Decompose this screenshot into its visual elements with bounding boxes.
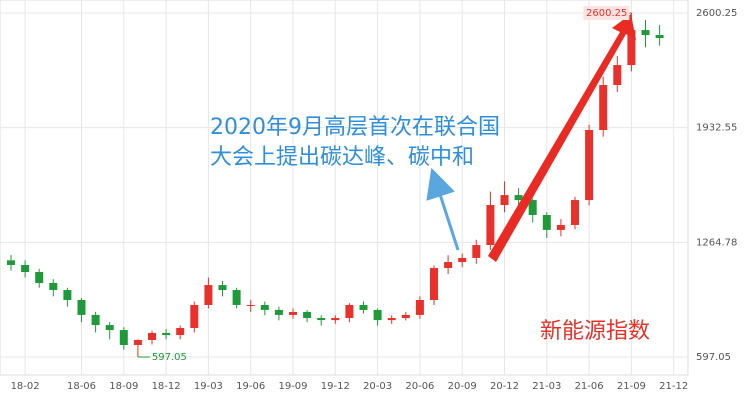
y-tick-label: 2600.25 — [696, 8, 737, 19]
candle-body — [232, 290, 241, 305]
candle-body — [204, 285, 213, 305]
low-label: 597.05 — [152, 352, 187, 363]
candle-body — [119, 330, 128, 345]
candle-body — [585, 129, 594, 201]
x-tick-label: 18-12 — [152, 381, 181, 392]
x-tick-label: 21-03 — [532, 381, 561, 392]
candle-body — [359, 304, 368, 310]
candle-body — [486, 205, 495, 246]
x-tick-label: 18-02 — [11, 381, 40, 392]
y-tick-label: 597.05 — [696, 352, 731, 363]
candle-body — [500, 195, 509, 206]
x-tick-label: 20-06 — [405, 381, 434, 392]
trend-arrow — [488, 14, 636, 262]
candle-body — [472, 245, 481, 258]
candle-body — [613, 65, 622, 85]
candle-body — [345, 304, 354, 319]
x-tick-label: 18-09 — [109, 381, 138, 392]
y-tick-label: 1264.78 — [696, 237, 737, 248]
annotation: 2020年9月高层首次在联合国 — [210, 115, 500, 140]
x-tick-label: 20-03 — [363, 381, 392, 392]
x-tick-label: 19-03 — [194, 381, 223, 392]
x-tick-label: 18-06 — [67, 381, 96, 392]
x-tick-label: 21-06 — [575, 381, 604, 392]
x-tick-label: 20-09 — [448, 381, 477, 392]
candle-body — [133, 340, 142, 345]
high-label-bg — [583, 6, 630, 20]
candle-body — [35, 272, 44, 283]
candle-body — [373, 309, 382, 321]
candle-body — [105, 325, 114, 331]
candle-body — [641, 30, 650, 36]
candle-body — [63, 290, 72, 300]
y-tick-label: 1932.55 — [696, 123, 737, 134]
note-arrow — [426, 167, 460, 251]
candle-body — [387, 318, 396, 321]
candle-body — [148, 332, 156, 341]
candle-body — [21, 264, 30, 273]
candle-body — [514, 195, 523, 201]
candle-body — [599, 84, 608, 130]
candle-body — [331, 318, 340, 321]
candle-body — [528, 200, 537, 215]
x-tick-label: 19-12 — [321, 381, 350, 392]
x-tick-label: 19-09 — [278, 381, 307, 392]
candle-body — [260, 304, 269, 310]
candle-body — [542, 214, 551, 230]
candle-body — [444, 262, 453, 269]
candle-body — [458, 257, 467, 263]
x-tick-label: 21-09 — [617, 381, 646, 392]
candle-body — [7, 260, 15, 265]
candle-body — [415, 299, 424, 315]
candle-body — [190, 304, 199, 328]
candle-body — [317, 318, 326, 321]
x-tick-label: 20-12 — [490, 381, 519, 392]
candle-body — [49, 282, 58, 291]
candles — [7, 13, 664, 357]
candle-body — [77, 299, 86, 315]
candle-body — [430, 268, 438, 300]
candle-body — [655, 35, 664, 39]
candle-body — [627, 30, 636, 66]
high-label: 2600.25 — [586, 8, 627, 19]
x-tick-label: 19-06 — [236, 381, 265, 392]
plot-frame — [0, 0, 689, 376]
candle-body — [162, 332, 171, 336]
candle-body — [246, 304, 255, 306]
x-tick-label: 21-12 — [659, 381, 688, 392]
candle-body — [401, 314, 410, 319]
annotation: 大会上提出碳达峰、碳中和 — [210, 145, 474, 170]
index-name: 新能源指数 — [540, 319, 650, 344]
candle-body — [274, 309, 283, 315]
candle-body — [91, 314, 100, 326]
candle-body — [176, 327, 185, 336]
candle-body — [556, 224, 565, 230]
candle-body — [303, 312, 312, 319]
candle-body — [218, 285, 227, 291]
candle-body — [289, 312, 297, 315]
candle-body — [571, 200, 579, 225]
